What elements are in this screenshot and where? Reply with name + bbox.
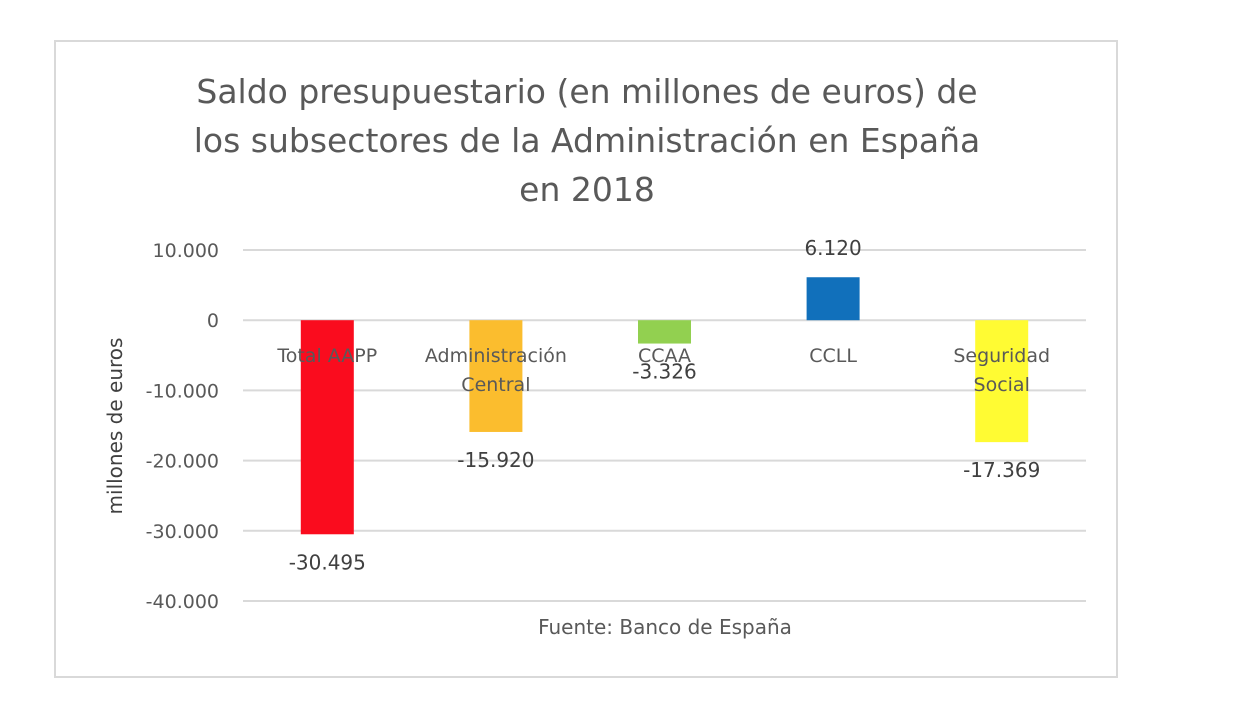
data-labels: -30.495 -15.920 -3.326 6.120 -17.369 <box>289 236 1041 574</box>
y-tick-label: 0 <box>207 310 219 332</box>
bar <box>469 320 523 432</box>
chart-title-line-3: en 2018 <box>519 170 655 209</box>
data-label: 6.120 <box>804 236 861 260</box>
y-tick-label: -10.000 <box>146 380 219 402</box>
bar <box>975 320 1029 443</box>
chart-title-line-2: los subsectores de la Administración en … <box>194 121 981 160</box>
y-axis-title: millones de euros <box>103 338 127 515</box>
chart-title-line-1: Saldo presupuestario (en millones de eur… <box>196 72 977 111</box>
data-label: -3.326 <box>632 360 696 384</box>
bar <box>300 320 354 535</box>
y-tick-label: 10.000 <box>153 240 219 262</box>
data-label: -17.369 <box>963 458 1040 482</box>
bars <box>300 277 1029 535</box>
category-label: Central <box>461 374 530 396</box>
category-label: Seguridad <box>953 345 1050 367</box>
y-axis-ticks: 10.000 0 -10.000 -20.000 -30.000 -40.000 <box>146 240 219 613</box>
y-tick-label: -30.000 <box>146 521 219 543</box>
category-labels: Total AAPP Administración Central CCAA CCLL S… <box>276 345 1050 396</box>
y-tick-label: -20.000 <box>146 451 219 473</box>
category-label: Total AAPP <box>276 345 377 367</box>
category-label: Social <box>974 374 1030 396</box>
gridlines <box>243 249 1086 602</box>
category-label: CCLL <box>809 345 857 367</box>
category-label: Administración <box>425 345 567 367</box>
chart-title: Saldo presupuestario (en millones de eur… <box>194 72 981 209</box>
data-label: -15.920 <box>457 448 534 472</box>
data-label: -30.495 <box>289 550 366 574</box>
y-tick-label: -40.000 <box>146 591 219 613</box>
bar <box>806 277 860 321</box>
bar <box>638 320 691 344</box>
source-annotation: Fuente: Banco de España <box>538 615 792 639</box>
category-label: CCAA <box>638 345 691 367</box>
chart-frame <box>54 40 1118 678</box>
